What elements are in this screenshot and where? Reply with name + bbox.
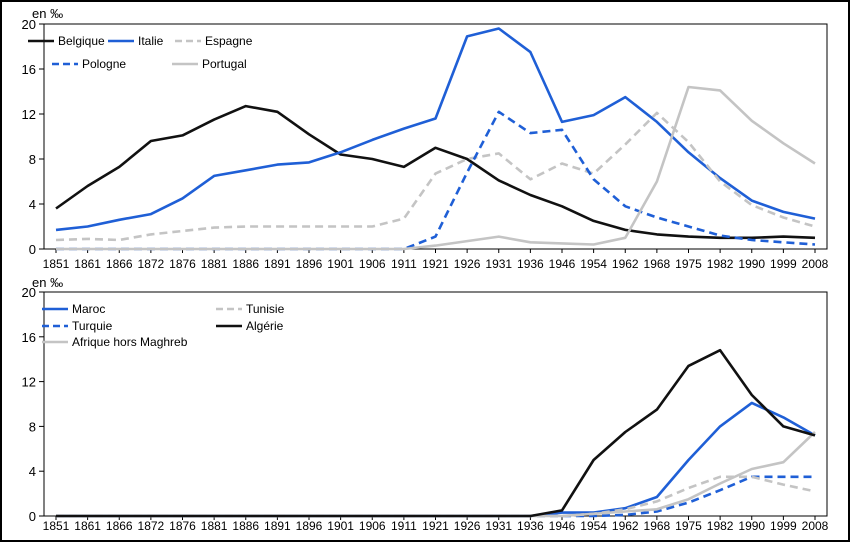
series-line-turquie	[56, 475, 815, 518]
x-tick-label: 1876	[169, 519, 196, 533]
legend-label: Maroc	[72, 302, 105, 316]
x-tick-label: 1911	[391, 519, 417, 533]
x-tick-label: 1911	[391, 257, 417, 271]
x-tick-label: 2008	[802, 257, 829, 271]
x-tick-label: 1975	[675, 257, 702, 271]
x-tick-label: 1896	[296, 257, 323, 271]
x-tick-label: 1990	[738, 519, 765, 533]
y-tick-label: 4	[29, 464, 36, 479]
y-tick-label: 16	[22, 62, 36, 77]
unit-label: en ‰	[32, 6, 63, 21]
x-tick-label: 1982	[707, 257, 734, 271]
x-tick-label: 1876	[169, 257, 196, 271]
x-tick-label: 1975	[675, 519, 702, 533]
x-tick-label: 1999	[770, 519, 797, 533]
series-line-alg-rie	[56, 348, 816, 518]
legend-label: Turquie	[72, 319, 113, 333]
legend-label: Tunisie	[246, 302, 285, 316]
x-tick-label: 1968	[644, 519, 671, 533]
x-tick-label: 1926	[454, 257, 481, 271]
series-line-portugal	[56, 85, 816, 251]
series-line-belgique	[55, 104, 816, 240]
x-tick-label: 1891	[264, 257, 291, 271]
x-tick-label: 1982	[707, 519, 734, 533]
x-tick-label: 1954	[580, 519, 607, 533]
x-tick-label: 1936	[517, 257, 544, 271]
x-tick-label: 1901	[327, 519, 354, 533]
x-tick-label: 2008	[802, 519, 829, 533]
y-tick-label: 0	[29, 509, 36, 524]
x-tick-label: 1861	[74, 519, 101, 533]
panel-bottom: en ‰ 0 4 8 12 16 20 1851 1861 1866 1872 1876 1881 188…	[22, 275, 829, 533]
x-tick-label: 1999	[770, 257, 797, 271]
x-tick-label: 1990	[738, 257, 765, 271]
y-tick-label: 0	[29, 242, 36, 257]
y-tick-label: 4	[29, 197, 36, 212]
x-tick-label: 1936	[517, 519, 544, 533]
legend-label: Portugal	[202, 57, 247, 71]
series-line-maroc	[56, 401, 816, 518]
y-tick-label: 8	[29, 152, 36, 167]
x-tick-label: 1921	[422, 257, 449, 271]
x-tick-label: 1891	[264, 519, 291, 533]
series-line-pologne	[56, 110, 816, 251]
legend-label: Algérie	[246, 319, 284, 333]
x-tick-label: 1954	[580, 257, 607, 271]
x-tick-label: 1861	[74, 257, 101, 271]
legend-label: Afrique hors Maghreb	[72, 335, 188, 349]
legend-label: Pologne	[82, 57, 126, 71]
y-tick-label: 16	[22, 330, 36, 345]
x-tick-label: 1926	[454, 519, 481, 533]
x-tick-label: 1851	[43, 257, 70, 271]
x-tick-label: 1886	[232, 257, 259, 271]
x-tick-label: 1946	[549, 519, 576, 533]
x-tick-label: 1881	[201, 257, 228, 271]
legend-label: Belgique	[58, 34, 105, 48]
y-tick-label: 20	[22, 17, 36, 32]
x-tick-label: 1906	[359, 257, 386, 271]
y-tick-label: 20	[22, 285, 36, 300]
x-tick-label: 1851	[43, 519, 70, 533]
unit-label: en ‰	[32, 275, 63, 290]
x-tick-label: 1866	[106, 519, 133, 533]
y-tick-label: 8	[29, 419, 36, 434]
x-tick-label: 1962	[612, 519, 639, 533]
x-tick-label: 1968	[644, 257, 671, 271]
legend-label: Espagne	[205, 34, 253, 48]
x-tick-label: 1872	[138, 257, 165, 271]
x-tick-label: 1881	[201, 519, 228, 533]
series-line-italie	[55, 27, 816, 232]
x-tick-label: 1866	[106, 257, 133, 271]
x-tick-label: 1921	[422, 519, 449, 533]
series-line-tunisie	[56, 475, 816, 518]
x-tick-label: 1931	[485, 257, 512, 271]
x-tick-label: 1886	[232, 519, 259, 533]
legend-label: Italie	[138, 34, 164, 48]
x-tick-label: 1901	[327, 257, 354, 271]
y-tick-label: 12	[22, 107, 36, 122]
x-tick-label: 1931	[485, 519, 512, 533]
panel-top: en ‰ 0 4 8 12 16 20 1851 1861 1866 1872 1876 1881 188…	[22, 6, 829, 271]
y-tick-label: 12	[22, 375, 36, 390]
x-tick-label: 1906	[359, 519, 386, 533]
x-tick-label: 1962	[612, 257, 639, 271]
x-tick-label: 1946	[549, 257, 576, 271]
series-line-espagne	[55, 111, 816, 242]
x-tick-label: 1896	[296, 519, 323, 533]
x-tick-label: 1872	[138, 519, 165, 533]
